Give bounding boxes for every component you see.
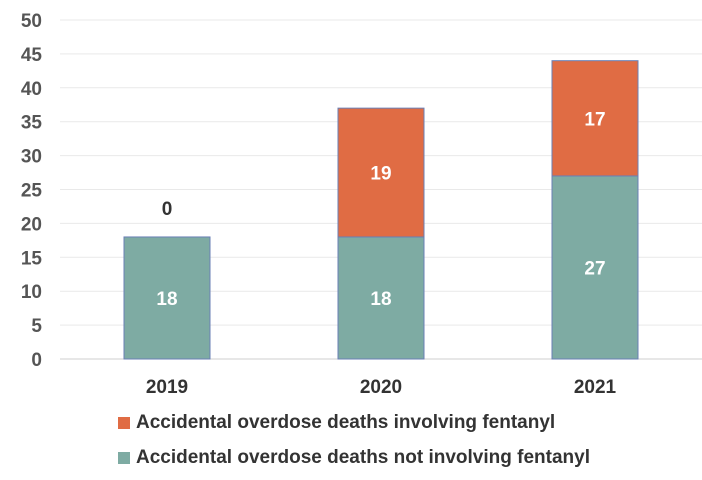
y-tick-label: 10 xyxy=(21,282,42,303)
data-label-2020-series-1: 19 xyxy=(370,164,391,185)
legend-item-not-fentanyl: Accidental overdose deaths not involving… xyxy=(118,445,590,471)
legend-swatch-not-fentanyl xyxy=(118,452,130,464)
y-tick-label: 40 xyxy=(21,79,42,100)
legend-label-not-fentanyl: Accidental overdose deaths not involving… xyxy=(136,447,590,469)
x-tick-label: 2020 xyxy=(360,377,402,398)
data-label-2021-series-0: 27 xyxy=(584,258,605,279)
data-label-2021-series-1: 17 xyxy=(584,109,605,130)
legend-item-fentanyl: Accidental overdose deaths involving fen… xyxy=(118,410,590,436)
y-tick-label: 20 xyxy=(21,214,42,235)
y-tick-label: 25 xyxy=(21,181,43,202)
legend-swatch-fentanyl xyxy=(118,417,130,429)
y-tick-label: 15 xyxy=(21,248,43,269)
stacked-bar-chart: 0 5 10 15 20 25 30 35 40 45 50 18 0 18 19 27 17 2019 202… xyxy=(0,0,702,400)
data-label-2019-series-1: 0 xyxy=(162,199,173,220)
y-tick-label: 30 xyxy=(21,147,42,168)
y-tick-label: 50 xyxy=(21,11,42,32)
x-axis-ticks: 2019 2020 2021 xyxy=(146,377,617,398)
y-tick-label: 45 xyxy=(21,45,43,66)
y-tick-label: 35 xyxy=(21,113,43,134)
y-tick-label: 0 xyxy=(31,350,42,371)
x-tick-label: 2019 xyxy=(146,377,188,398)
bars xyxy=(124,61,638,359)
data-label-2020-series-0: 18 xyxy=(370,289,391,310)
legend-label-fentanyl: Accidental overdose deaths involving fen… xyxy=(136,412,555,434)
data-label-2019-series-0: 18 xyxy=(156,289,177,310)
y-tick-label: 5 xyxy=(31,316,42,337)
y-axis-ticks: 0 5 10 15 20 25 30 35 40 45 50 xyxy=(21,11,43,371)
legend: Accidental overdose deaths involving fen… xyxy=(118,410,590,480)
x-tick-label: 2021 xyxy=(574,377,617,398)
